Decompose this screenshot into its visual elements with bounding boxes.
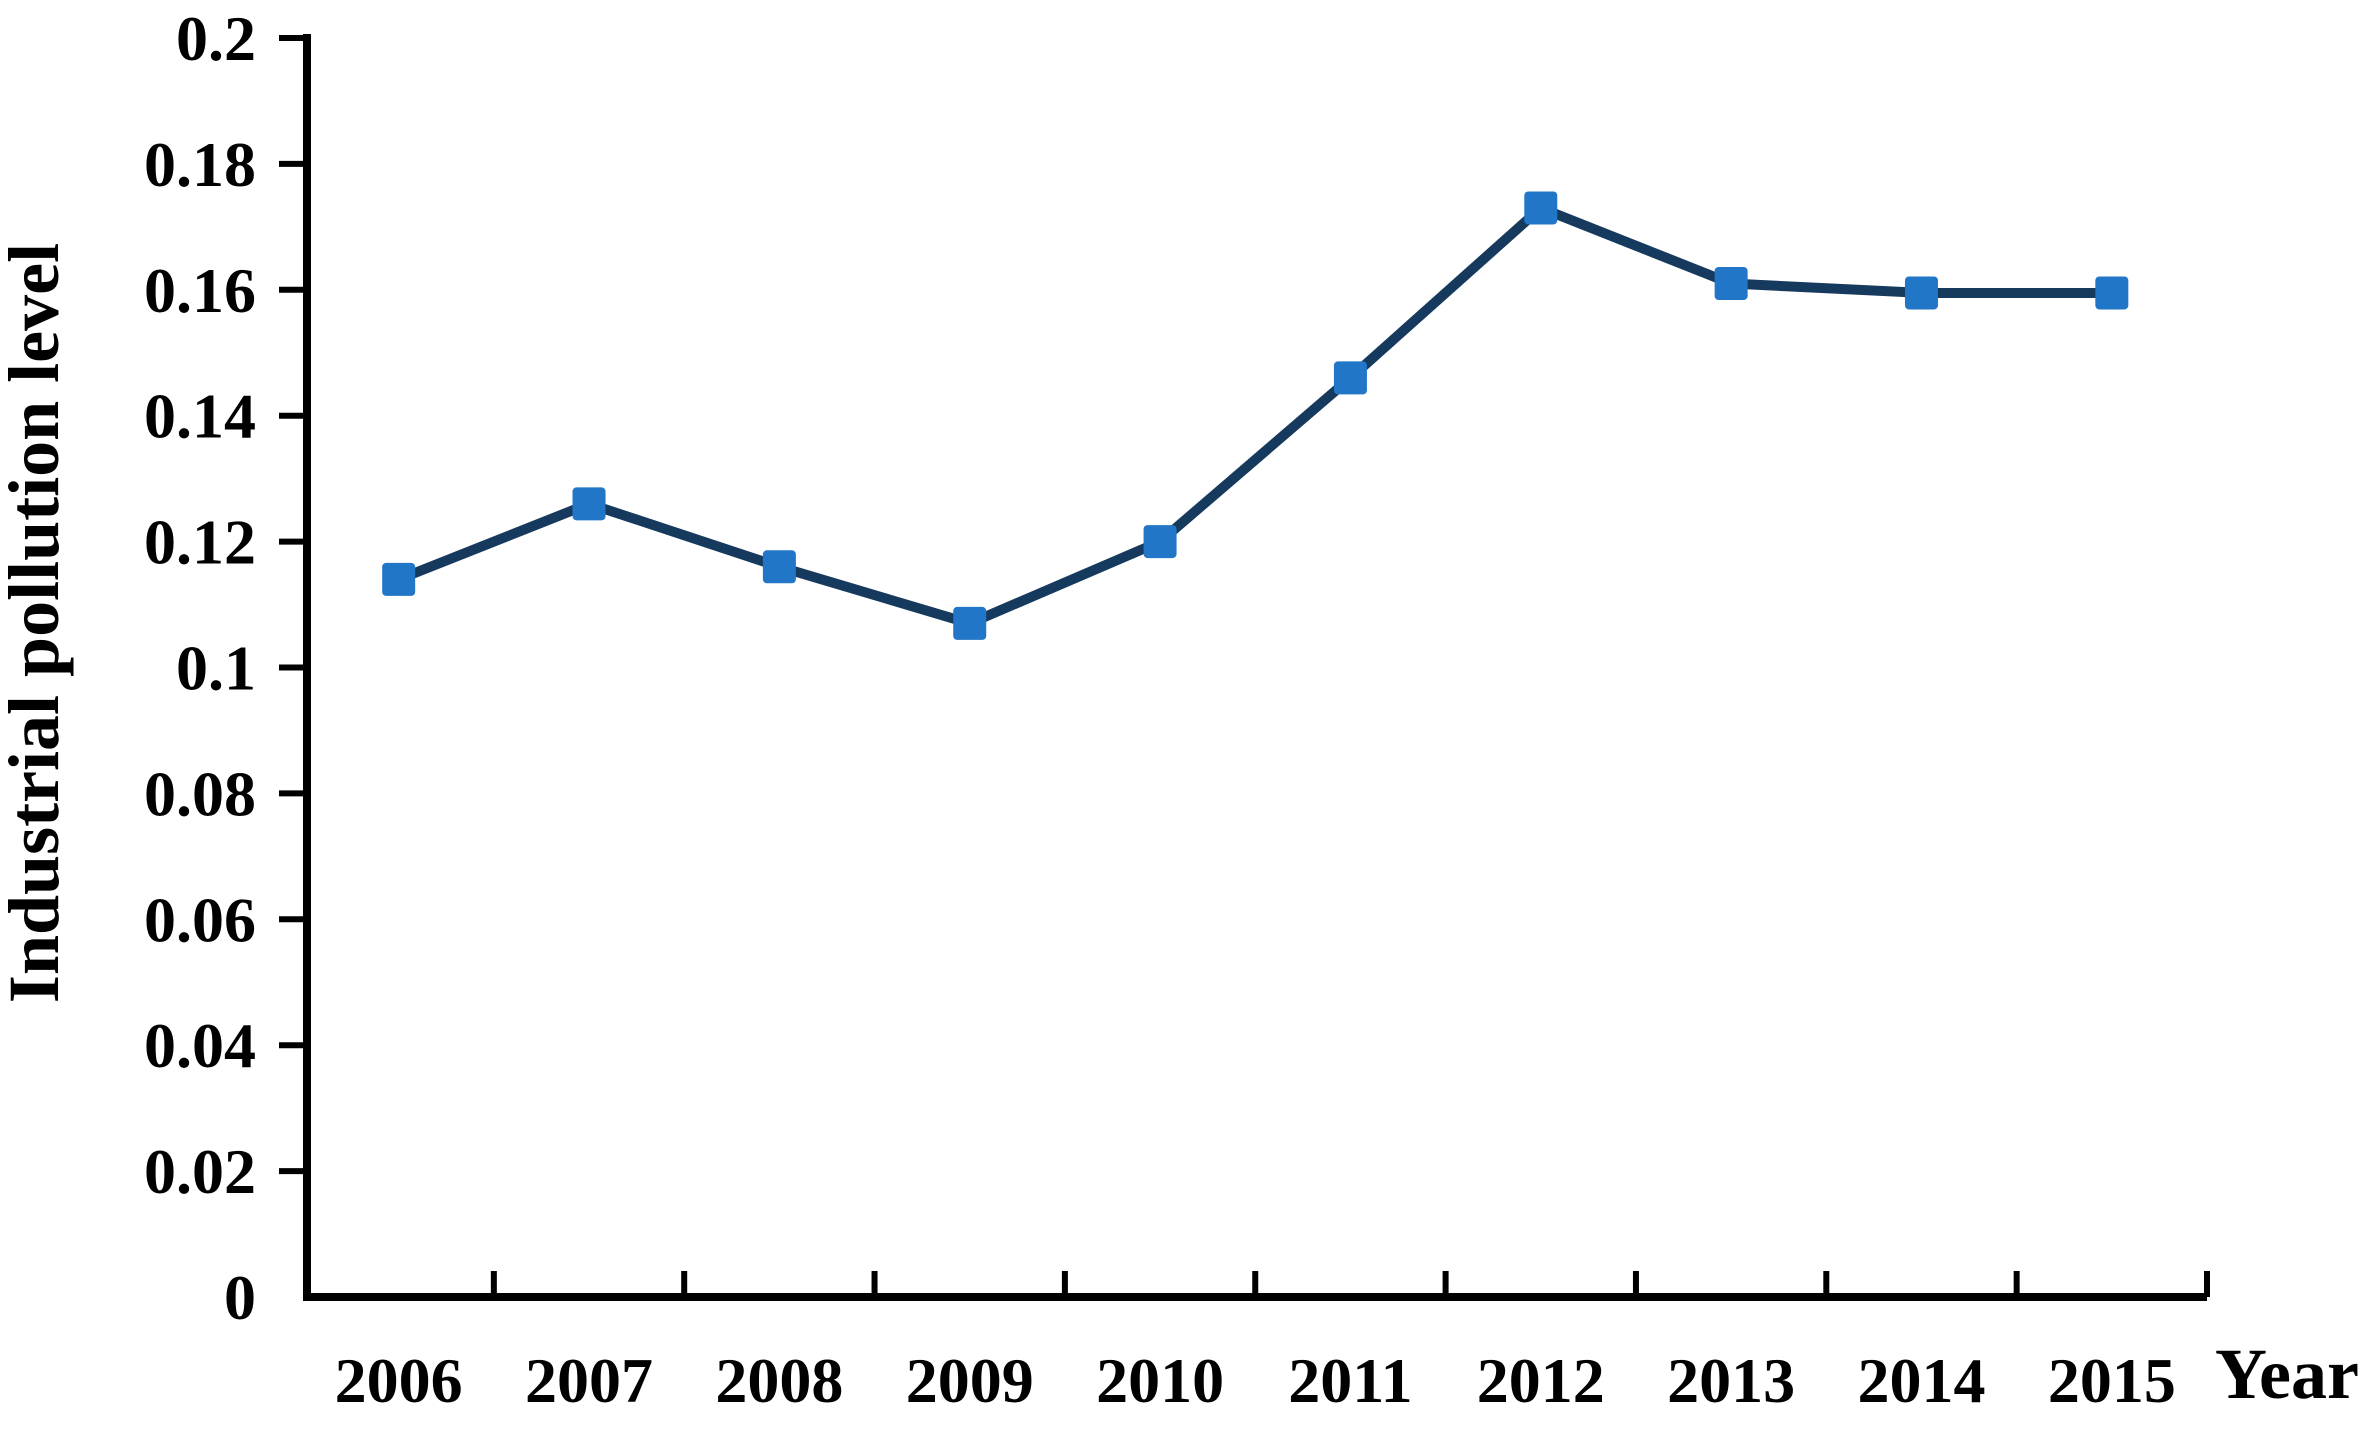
data-point-2011 — [1333, 361, 1367, 395]
data-point-2014 — [1904, 276, 1938, 310]
y-tick-label: 0.02 — [144, 1136, 256, 1207]
data-point-2013 — [1714, 267, 1748, 301]
data-point-2010 — [1143, 525, 1177, 559]
x-tick-label-2010: 2010 — [1096, 1345, 1224, 1416]
x-tick-label-2012: 2012 — [1477, 1345, 1605, 1416]
y-tick-label: 0.2 — [176, 3, 256, 74]
x-tick-label-2007: 2007 — [525, 1345, 653, 1416]
y-tick-label: 0.14 — [144, 381, 256, 452]
data-point-2008 — [762, 550, 796, 584]
x-tick-label-2014: 2014 — [1857, 1345, 1985, 1416]
y-tick-label: 0.18 — [144, 129, 256, 200]
series-line-industrial-pollution-level — [393, 202, 2117, 629]
data-point-2015 — [2095, 276, 2129, 310]
x-tick-label-2011: 2011 — [1288, 1345, 1412, 1416]
x-tick-label-2006: 2006 — [335, 1345, 463, 1416]
y-tick-label: 0.16 — [144, 255, 256, 326]
x-tick-label-2015: 2015 — [2048, 1345, 2176, 1416]
x-tick-label-2009: 2009 — [906, 1345, 1034, 1416]
y-axis-title: Industrial pollution level — [0, 243, 74, 1003]
y-tick-label: 0 — [224, 1262, 256, 1333]
y-tick-label: 0.08 — [144, 758, 256, 829]
data-point-2009 — [953, 606, 987, 640]
y-tick-label: 0.04 — [144, 1010, 256, 1081]
y-tick-label: 0.12 — [144, 507, 256, 578]
data-point-2012 — [1524, 191, 1558, 225]
x-axis-title: Year — [2215, 1334, 2359, 1414]
y-tick-label: 0.1 — [176, 633, 256, 704]
x-tick-label-2013: 2013 — [1667, 1345, 1795, 1416]
x-tick-label-2008: 2008 — [715, 1345, 843, 1416]
data-point-2007 — [572, 487, 606, 521]
data-point-2006 — [382, 562, 416, 596]
y-tick-label: 0.06 — [144, 884, 256, 955]
